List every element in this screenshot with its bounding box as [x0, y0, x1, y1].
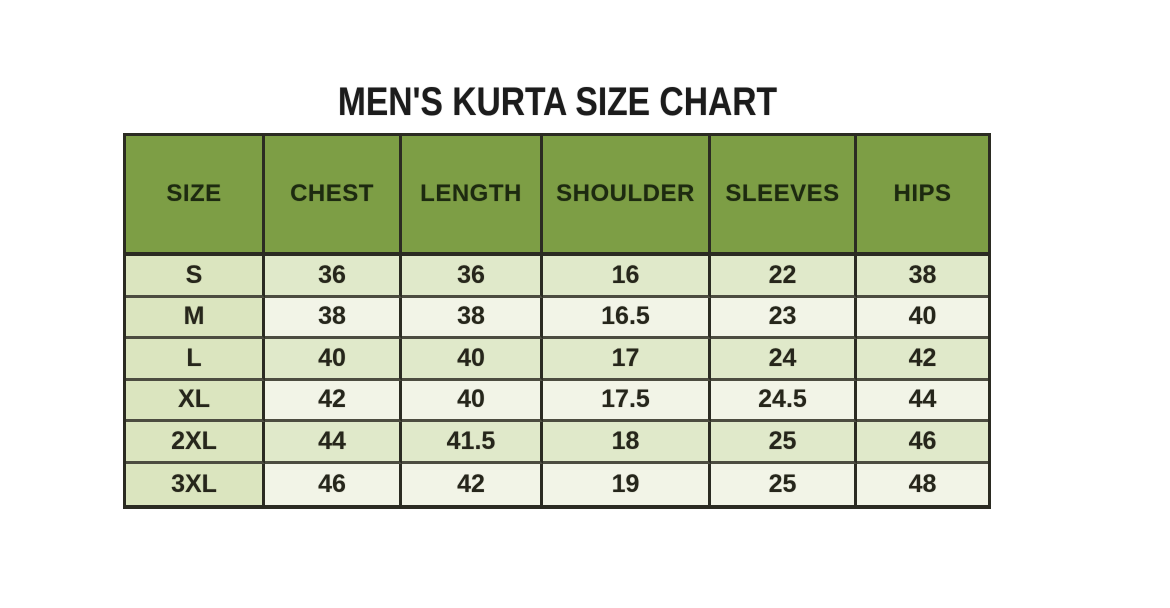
column-header-hips: HIPS: [857, 136, 988, 256]
column-header-size: SIZE: [126, 136, 265, 256]
measurement-value-cell: 42: [402, 463, 543, 505]
size-label-cell: XL: [126, 380, 265, 422]
measurement-value-cell: 18: [543, 422, 711, 464]
measurement-value-cell: 40: [402, 380, 543, 422]
measurement-value-cell: 24: [711, 339, 857, 381]
size-label-cell: 3XL: [126, 463, 265, 505]
measurement-value-cell: 19: [543, 463, 711, 505]
column-header-chest: CHEST: [265, 136, 402, 256]
size-label-cell: 2XL: [126, 422, 265, 464]
page-title: MEN'S KURTA SIZE CHART: [123, 82, 991, 122]
measurement-value-cell: 42: [857, 339, 988, 381]
measurement-value-cell: 17: [543, 339, 711, 381]
column-header-shoulder: SHOULDER: [543, 136, 711, 256]
column-header-sleeves: SLEEVES: [711, 136, 857, 256]
measurement-value-cell: 42: [265, 380, 402, 422]
measurement-value-cell: 16.5: [543, 297, 711, 339]
measurement-value-cell: 25: [711, 463, 857, 505]
size-chart-table: SIZE CHEST LENGTH SHOULDER SLEEVES HIPS …: [123, 133, 991, 509]
size-label-cell: L: [126, 339, 265, 381]
measurement-value-cell: 48: [857, 463, 988, 505]
measurement-value-cell: 44: [265, 422, 402, 464]
measurement-value-cell: 46: [265, 463, 402, 505]
measurement-value-cell: 23: [711, 297, 857, 339]
column-header-length: LENGTH: [402, 136, 543, 256]
measurement-value-cell: 38: [857, 256, 988, 298]
measurement-value-cell: 36: [265, 256, 402, 298]
measurement-value-cell: 16: [543, 256, 711, 298]
measurement-value-cell: 46: [857, 422, 988, 464]
measurement-value-cell: 22: [711, 256, 857, 298]
measurement-value-cell: 38: [402, 297, 543, 339]
measurement-value-cell: 44: [857, 380, 988, 422]
measurement-value-cell: 24.5: [711, 380, 857, 422]
measurement-value-cell: 40: [857, 297, 988, 339]
measurement-value-cell: 38: [265, 297, 402, 339]
page-title-text: MEN'S KURTA SIZE CHART: [337, 80, 777, 124]
measurement-value-cell: 40: [265, 339, 402, 381]
measurement-value-cell: 41.5: [402, 422, 543, 464]
measurement-value-cell: 25: [711, 422, 857, 464]
size-label-cell: S: [126, 256, 265, 298]
measurement-value-cell: 40: [402, 339, 543, 381]
measurement-value-cell: 17.5: [543, 380, 711, 422]
measurement-value-cell: 36: [402, 256, 543, 298]
size-label-cell: M: [126, 297, 265, 339]
